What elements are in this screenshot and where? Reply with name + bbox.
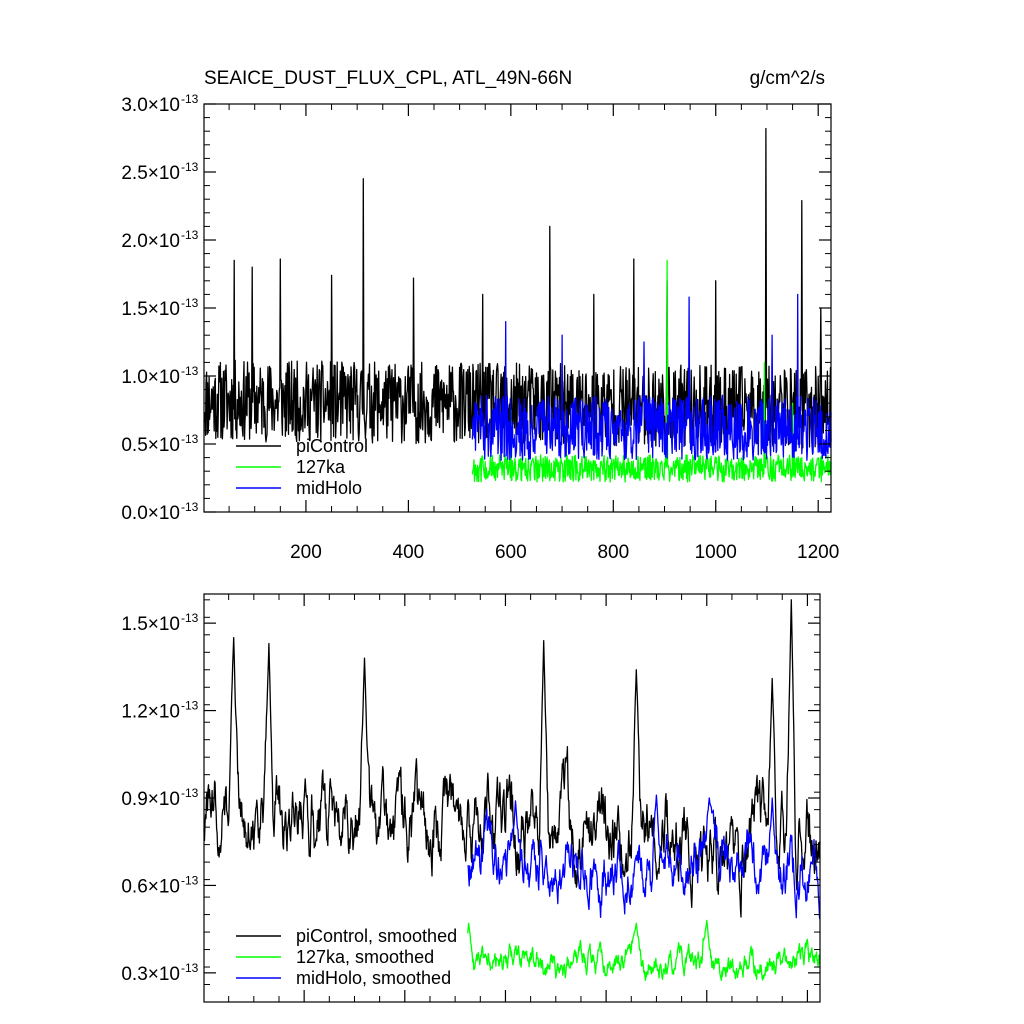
bottom-axes: 0.3×10 -130.6×10 -130.9×10 -131.2×10 -131.5×… xyxy=(121,593,821,1003)
y-tick-label: 3.0×10 xyxy=(121,95,180,116)
x-tick-label: 600 xyxy=(495,542,527,563)
y-tick-exponent: -13 xyxy=(181,228,199,242)
y-tick-exponent: -13 xyxy=(181,786,199,800)
bottom-series-lines xyxy=(203,599,821,982)
y-tick-label: 0.0×10 xyxy=(121,503,180,524)
y-tick-exponent: -13 xyxy=(181,92,199,106)
series-line-midholo-smoothed xyxy=(467,794,821,920)
series-line-picontrol xyxy=(203,127,832,449)
series-line-127ka xyxy=(471,259,832,483)
y-tick-label: 1.5×10 xyxy=(121,299,180,320)
y-tick-label: 0.5×10 xyxy=(121,435,180,456)
legend-label: midHolo xyxy=(296,478,362,498)
bottom-panel: 0.3×10 -130.6×10 -130.9×10 -131.2×10 -131.5×… xyxy=(121,593,821,1003)
x-tick-label: 1200 xyxy=(797,542,839,563)
series-line-127ka-smoothed xyxy=(467,919,821,982)
legend-label: 127ka xyxy=(296,457,346,477)
legend-label: midHolo, smoothed xyxy=(296,968,451,988)
x-tick-label: 400 xyxy=(393,542,425,563)
y-tick-exponent: -13 xyxy=(181,160,199,174)
top-panel-units: g/cm^2/s xyxy=(750,68,825,89)
y-tick-exponent: -13 xyxy=(181,364,199,378)
x-tick-label: 1000 xyxy=(695,542,737,563)
y-tick-exponent: -13 xyxy=(181,296,199,310)
series-line-midholo xyxy=(471,293,832,461)
series-line-picontrol-smoothed xyxy=(203,599,821,918)
legend-label: 127ka, smoothed xyxy=(296,947,434,967)
y-tick-label: 1.2×10 xyxy=(121,702,180,723)
y-tick-label: 0.6×10 xyxy=(121,876,180,897)
top-panel-title: SEAICE_DUST_FLUX_CPL, ATL_49N-66N xyxy=(204,68,572,89)
y-tick-exponent: -13 xyxy=(181,432,199,446)
y-tick-exponent: -13 xyxy=(181,873,199,887)
x-tick-label: 200 xyxy=(290,542,322,563)
y-tick-label: 1.0×10 xyxy=(121,367,180,388)
top-axes: 0.0×10 -130.5×10 -131.0×10 -131.5×10 -132.0×… xyxy=(121,92,839,563)
y-tick-exponent: -13 xyxy=(181,961,199,975)
top-panel: SEAICE_DUST_FLUX_CPL, ATL_49N-66N g/cm^2… xyxy=(121,68,839,563)
x-tick-label: 800 xyxy=(597,542,629,563)
top-series-lines xyxy=(203,127,832,483)
legend-label: piControl, smoothed xyxy=(296,926,457,946)
y-tick-exponent: -13 xyxy=(181,699,199,713)
y-tick-exponent: -13 xyxy=(181,611,199,625)
y-tick-label: 0.3×10 xyxy=(121,964,180,985)
y-tick-label: 1.5×10 xyxy=(121,614,180,635)
y-tick-exponent: -13 xyxy=(181,500,199,514)
y-tick-label: 2.5×10 xyxy=(121,163,180,184)
y-tick-label: 2.0×10 xyxy=(121,231,180,252)
legend-label: piControl xyxy=(296,436,368,456)
y-tick-label: 0.9×10 xyxy=(121,789,180,810)
